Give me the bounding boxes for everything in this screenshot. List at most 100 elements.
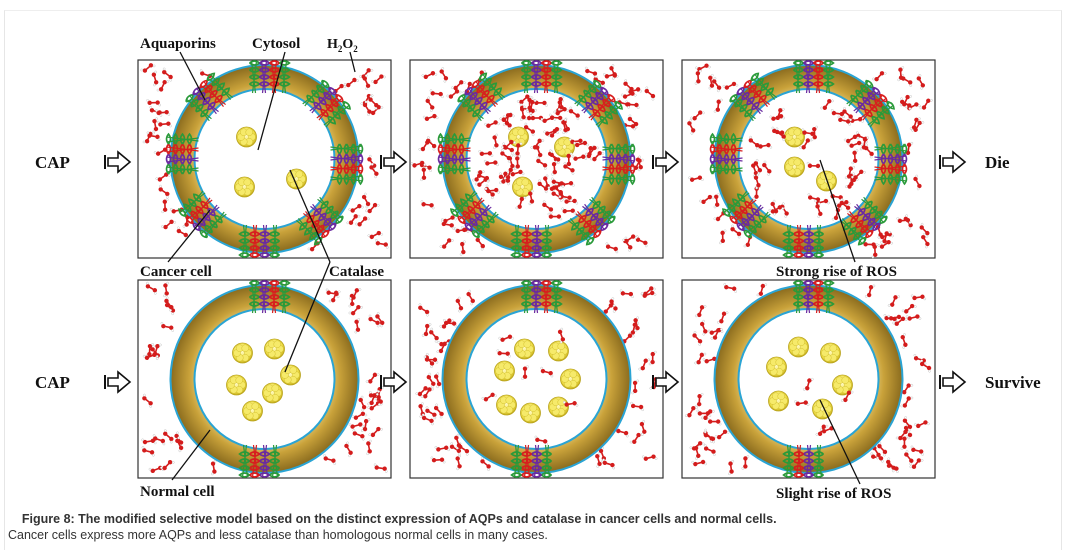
catalase-icon [262, 382, 283, 404]
aquaporin-icon [846, 79, 895, 128]
h2o2-molecule [534, 435, 548, 446]
h2o2-molecule [633, 316, 640, 332]
h2o2-molecule [421, 323, 432, 337]
h2o2-molecule [472, 170, 485, 182]
label-cancer-cell: Cancer cell [140, 264, 212, 280]
h2o2-molecule [557, 327, 566, 344]
pointer-catalase-top [289, 169, 331, 263]
h2o2-molecule [369, 162, 379, 179]
aquaporin-icon [249, 280, 291, 314]
aquaporin-icon [782, 224, 824, 258]
h2o2-molecule [851, 169, 866, 180]
h2o2-molecule [499, 112, 515, 122]
cytosol-area [193, 308, 336, 450]
h2o2-molecule [622, 234, 638, 244]
h2o2-molecule [160, 459, 175, 471]
h2o2-molecule [210, 459, 217, 476]
h2o2-molecule [914, 420, 930, 429]
aquaporin-icon [238, 224, 280, 258]
h2o2-molecule [481, 392, 497, 402]
h2o2-molecule [354, 318, 361, 334]
h2o2-molecule [343, 77, 359, 88]
h2o2-molecule [753, 173, 761, 190]
aquaporin-icon [249, 60, 291, 94]
catalase-icon [788, 336, 809, 358]
label-normal-cell: Normal cell [140, 484, 215, 500]
h2o2-molecule [900, 396, 914, 408]
h2o2-molecule [844, 165, 855, 180]
aquaporin-icon [185, 72, 234, 122]
h2o2-molecule [648, 350, 657, 366]
h2o2-molecule [498, 334, 515, 342]
h2o2-molecule [355, 216, 370, 227]
h2o2-molecule [503, 167, 516, 180]
catalase-icon [264, 338, 285, 360]
h2o2-molecule [520, 105, 526, 121]
panel-cancer-3 [681, 59, 936, 259]
h2o2-molecule [496, 349, 511, 358]
h2o2-molecule [155, 172, 171, 182]
panel-cancer-2 [409, 59, 664, 259]
h2o2-molecule [919, 222, 930, 238]
caption-body: Cancer cells express more AQPs and less … [8, 528, 548, 542]
h2o2-molecule [348, 422, 365, 429]
h2o2-molecule [713, 193, 720, 209]
h2o2-molecule [458, 442, 470, 456]
h2o2-molecule [847, 140, 864, 148]
h2o2-molecule [710, 328, 723, 340]
aquaporin-icon [793, 280, 835, 314]
h2o2-molecule [439, 318, 454, 329]
h2o2-molecule [161, 219, 177, 230]
h2o2-molecule [870, 452, 884, 463]
h2o2-molecule [367, 393, 379, 406]
h2o2-molecule [699, 319, 708, 336]
catalase-icon [554, 136, 575, 158]
outcome-survive: Survive [985, 373, 1041, 392]
h2o2-molecule [897, 66, 905, 82]
h2o2-molecule [901, 303, 917, 314]
h2o2-molecule [162, 67, 173, 82]
h2o2-molecule [368, 95, 379, 110]
catalase-icon [548, 340, 569, 362]
h2o2-molecule [563, 401, 579, 407]
h2o2-molecule [830, 109, 845, 119]
h2o2-molecule [362, 74, 371, 90]
h2o2-molecule [365, 372, 380, 384]
h2o2-molecule [768, 205, 785, 214]
h2o2-molecule [905, 314, 922, 321]
h2o2-molecule [421, 413, 434, 426]
h2o2-molecule [164, 296, 174, 312]
aquaporin-icon [839, 196, 888, 246]
h2o2-molecule [480, 456, 491, 471]
h2o2-molecule [451, 80, 466, 91]
h2o2-molecule [483, 159, 499, 167]
h2o2-molecule [420, 387, 434, 399]
aquaporin-icon [782, 444, 824, 478]
h2o2-molecule [373, 463, 388, 473]
catalase-icon [816, 170, 837, 192]
h2o2-molecule [699, 194, 715, 204]
h2o2-molecule [426, 372, 436, 389]
h2o2-molecule [815, 424, 829, 437]
h2o2-molecule [421, 71, 438, 80]
pointer-slight-rise [819, 399, 861, 485]
h2o2-molecule [561, 207, 577, 215]
h2o2-molecule [142, 393, 153, 408]
h2o2-molecule [152, 117, 159, 133]
h2o2-molecule [543, 128, 559, 136]
label-cytosol: Cytosol [252, 36, 300, 52]
h2o2-molecule [887, 295, 900, 307]
catalase-icon [242, 400, 263, 422]
h2o2-molecule [712, 76, 722, 93]
h2o2-molecule [515, 196, 527, 210]
h2o2-molecule [151, 70, 159, 87]
h2o2-molecule [368, 314, 380, 328]
h2o2-molecule [161, 198, 169, 214]
catalase-icon [560, 368, 581, 390]
h2o2-molecule [459, 240, 466, 256]
h2o2-molecule [433, 372, 442, 389]
h2o2-molecule [815, 202, 823, 218]
aquaporin-icon [521, 280, 563, 314]
h2o2-molecule [346, 214, 361, 225]
h2o2-molecule [910, 445, 924, 456]
